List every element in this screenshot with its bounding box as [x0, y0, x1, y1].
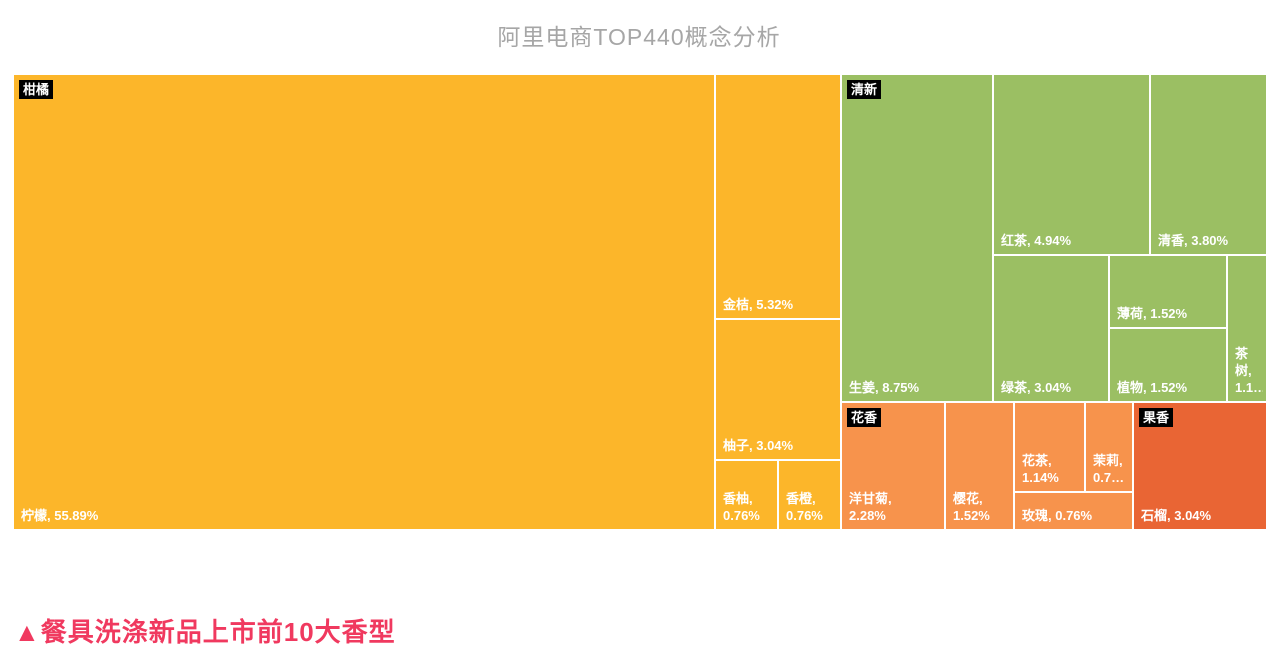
treemap-tile[interactable]: 柠檬, 55.89%	[14, 75, 714, 529]
treemap-tile[interactable]: 绿茶, 3.04%	[994, 256, 1108, 401]
chart-title: 阿里电商TOP440概念分析	[497, 24, 781, 50]
treemap-tile[interactable]: 香柚, 0.76%	[716, 461, 777, 529]
tile-label: 清香, 3.80%	[1158, 233, 1229, 249]
tile-label: 石榴, 3.04%	[1141, 508, 1212, 524]
tile-label: 植物, 1.52%	[1117, 380, 1188, 396]
tile-label: 红茶, 4.94%	[1001, 233, 1072, 249]
treemap-tile[interactable]: 玫瑰, 0.76%	[1015, 493, 1132, 529]
group-banner-label: 柑橘	[19, 80, 54, 99]
tile-label: 生姜, 8.75%	[849, 380, 920, 396]
treemap-plot-area: 柠檬, 55.89% 金桔, 5.32% 柚子, 3.04% 香柚, 0.76% 香橙,…	[14, 75, 1266, 529]
treemap-tile[interactable]: 植物, 1.52%	[1110, 329, 1226, 401]
treemap-tile[interactable]: 香橙, 0.76%	[779, 461, 840, 529]
tile-label: 香柚, 0.76%	[723, 491, 760, 524]
group-banner-label: 花香	[847, 408, 882, 427]
chart-caption: ▲餐具洗涤新品上市前10大香型	[14, 617, 396, 647]
tile-label: 花茶, 1.14%	[1022, 453, 1059, 486]
tile-label: 柠檬, 55.89%	[21, 508, 99, 524]
treemap-tile[interactable]: 花茶, 1.14%	[1015, 403, 1084, 491]
treemap-tile[interactable]: 薄荷, 1.52%	[1110, 256, 1226, 327]
tile-label: 茶 树, 1.1…	[1235, 346, 1263, 396]
group-banner-label: 清新	[847, 80, 882, 99]
tile-label: 香橙, 0.76%	[786, 491, 823, 524]
tile-label: 洋甘菊, 2.28%	[849, 491, 892, 524]
treemap-tile[interactable]: 茉莉, 0.7…	[1086, 403, 1132, 491]
tile-label: 薄荷, 1.52%	[1117, 306, 1188, 322]
tile-label: 柚子, 3.04%	[723, 438, 794, 454]
group-banner-label: 果香	[1139, 408, 1174, 427]
treemap-tile[interactable]: 清香, 3.80%	[1151, 75, 1266, 254]
treemap-tile[interactable]: 生姜, 8.75%	[842, 75, 992, 401]
treemap-tile[interactable]: 柚子, 3.04%	[716, 320, 840, 459]
treemap-tile[interactable]: 茶 树, 1.1…	[1228, 256, 1266, 401]
tile-label: 樱花, 1.52%	[953, 491, 990, 524]
tile-label: 茉莉, 0.7…	[1093, 453, 1125, 486]
tile-label: 玫瑰, 0.76%	[1022, 508, 1093, 524]
tile-label: 金桔, 5.32%	[723, 297, 794, 313]
treemap-tile[interactable]: 樱花, 1.52%	[946, 403, 1013, 529]
treemap-tile[interactable]: 红茶, 4.94%	[994, 75, 1149, 254]
treemap-tile[interactable]: 金桔, 5.32%	[716, 75, 840, 318]
tile-label: 绿茶, 3.04%	[1001, 380, 1072, 396]
